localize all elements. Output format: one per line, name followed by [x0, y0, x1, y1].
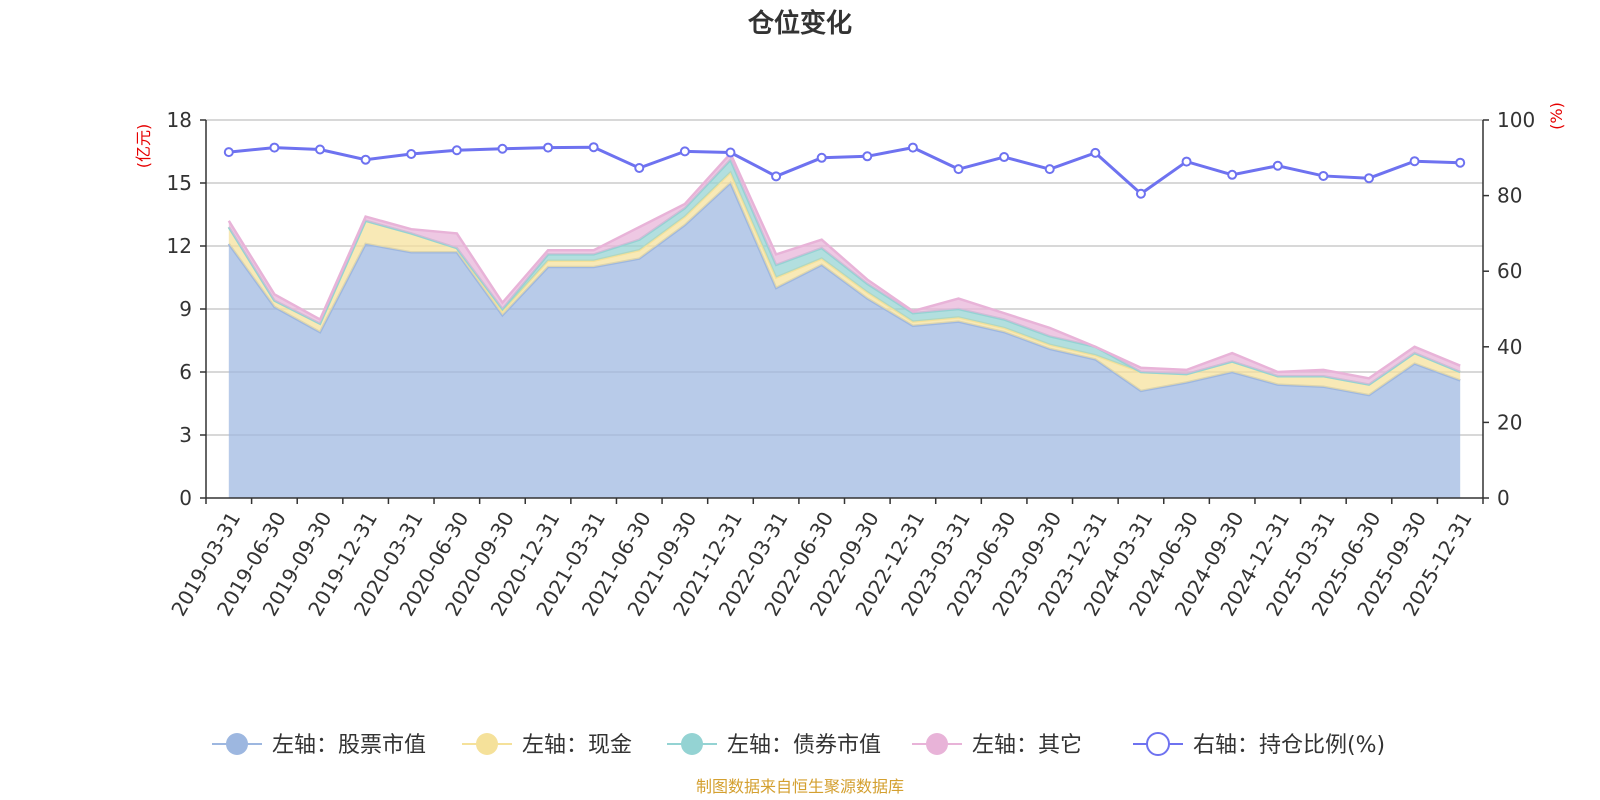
left-axis-unit: (亿元): [134, 124, 153, 169]
right-tick-label: 40: [1497, 335, 1522, 359]
ratio-point: [315, 144, 326, 155]
ratio-point: [1135, 188, 1146, 199]
ratio-point: [1090, 147, 1101, 158]
legend-item[interactable]: 左轴：现金: [462, 733, 632, 758]
ratio-point: [816, 152, 827, 163]
ratio-point: [1272, 160, 1283, 171]
left-tick-label: 15: [167, 171, 192, 195]
ratio-point: [406, 149, 417, 160]
ratio-point: [862, 151, 873, 162]
source-note: 制图数据来自恒生聚源数据库: [696, 777, 904, 796]
ratio-point: [679, 146, 690, 157]
ratio-point: [1181, 156, 1192, 167]
left-tick-label: 18: [167, 108, 192, 132]
right-tick-label: 0: [1497, 486, 1510, 510]
ratio-point: [953, 164, 964, 175]
legend-label: 左轴：股票市值: [272, 733, 426, 758]
ratio-point: [1363, 173, 1374, 184]
chart-title: 仓位变化: [747, 8, 852, 39]
legend-item[interactable]: 右轴：持仓比例(%): [1133, 732, 1385, 758]
legend-marker: [1146, 732, 1170, 756]
ratio-point: [269, 142, 280, 153]
position-ratio-line: [223, 142, 1466, 199]
legend[interactable]: 左轴：股票市值 左轴：现金 左轴：债券市值 左轴：其它 右轴：持仓比例(%): [212, 732, 1385, 758]
left-tick-label: 9: [179, 297, 192, 321]
ratio-point: [1044, 164, 1055, 175]
area-左轴：其它: [228, 153, 1461, 385]
legend-marker: [926, 733, 948, 755]
stacked-areas: [227, 151, 1461, 498]
ratio-point: [451, 145, 462, 156]
legend-label: 左轴：债券市值: [727, 733, 881, 758]
legend-marker: [681, 733, 703, 755]
ratio-point: [771, 171, 782, 182]
legend-label: 右轴：持仓比例(%): [1193, 733, 1385, 758]
left-tick-label: 3: [179, 423, 192, 447]
ratio-point: [497, 143, 508, 154]
legend-item[interactable]: 左轴：股票市值: [212, 733, 426, 758]
right-tick-label: 100: [1497, 108, 1535, 132]
right-tick-label: 60: [1497, 259, 1522, 283]
ratio-point: [1455, 157, 1466, 168]
legend-marker: [476, 733, 498, 755]
area-左轴：债券市值: [228, 159, 1461, 385]
area-line-左轴：其它: [227, 151, 1461, 380]
ratio-line: [228, 145, 1461, 196]
ratio-point: [588, 142, 599, 153]
area-左轴：股票市值: [228, 183, 1461, 498]
ratio-point: [1409, 156, 1420, 167]
left-tick-label: 6: [179, 360, 192, 384]
ratio-point: [360, 154, 371, 165]
ratio-point: [1227, 169, 1238, 180]
left-tick-label: 0: [179, 486, 192, 510]
left-tick-label: 12: [167, 234, 192, 258]
right-tick-label: 80: [1497, 184, 1522, 208]
ratio-point: [1318, 170, 1329, 181]
legend-item[interactable]: 左轴：债券市值: [667, 733, 881, 758]
ratio-point: [999, 152, 1010, 163]
legend-item[interactable]: 左轴：其它: [912, 733, 1082, 758]
right-tick-label: 20: [1497, 410, 1522, 434]
legend-marker: [226, 733, 248, 755]
ratio-point: [907, 142, 918, 153]
ratio-point: [543, 142, 554, 153]
ratio-point: [634, 163, 645, 174]
right-axis-unit: (%): [1547, 102, 1566, 130]
legend-label: 左轴：其它: [972, 733, 1082, 758]
ratio-point: [223, 147, 234, 158]
ratio-point: [725, 147, 736, 158]
legend-label: 左轴：现金: [522, 733, 632, 758]
